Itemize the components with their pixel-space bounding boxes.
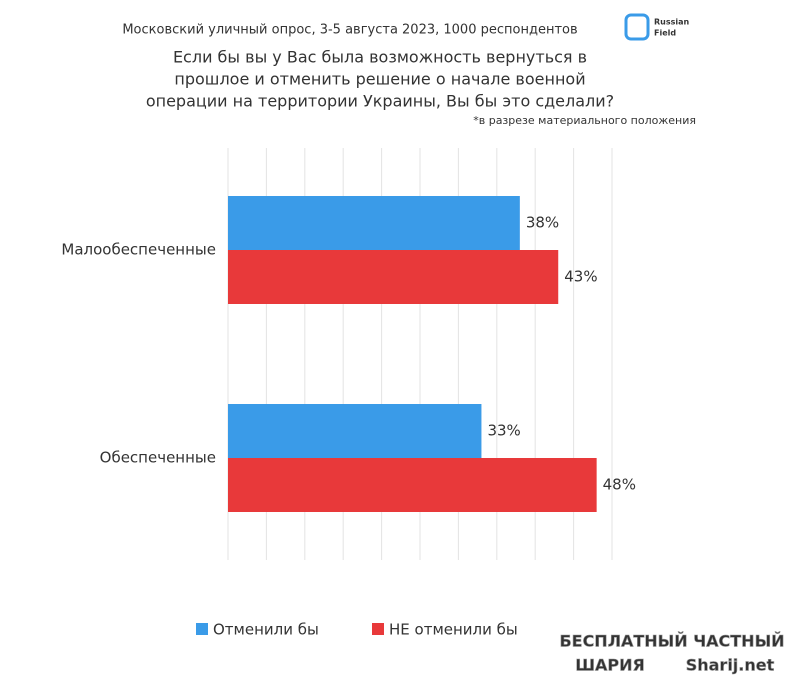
title-line: операции на территории Украины, Вы бы эт… [146, 92, 614, 111]
value-label: 33% [487, 422, 520, 440]
bar [228, 250, 559, 304]
logo: Russian Field [624, 13, 690, 41]
value-label: 48% [603, 476, 636, 494]
header: Московский уличный опрос, 3-5 августа 20… [122, 23, 577, 38]
watermark: БЕСПЛАТНЫЙ ЧАСТНЫЙ [559, 632, 784, 651]
legend-label: НЕ отменили бы [389, 621, 518, 639]
logo-text: Russian [654, 18, 690, 27]
value-label: 38% [526, 214, 559, 232]
bar [228, 458, 597, 512]
bar [228, 196, 520, 250]
logo-icon [624, 13, 650, 41]
title-line: прошлое и отменить решение о начале воен… [174, 70, 585, 89]
legend-swatch [196, 623, 208, 635]
logo-text: Field [654, 29, 676, 38]
title-line: Если бы вы у Вас была возможность вернут… [173, 48, 587, 67]
note: *в разрезе материального положения [473, 114, 696, 127]
watermark: ШАРИЯ [575, 656, 645, 675]
legend-label: Отменили бы [213, 621, 319, 639]
plot: Малообеспеченные 38% 43% Обеспеченные 33% 48%… [61, 148, 636, 639]
legend-swatch [372, 623, 384, 635]
bar [228, 404, 482, 458]
y-tick-label: Обеспеченные [100, 449, 216, 467]
y-tick-label: Малообеспеченные [61, 241, 216, 259]
value-label: 43% [564, 268, 597, 286]
watermark: Sharij.net [686, 656, 775, 675]
